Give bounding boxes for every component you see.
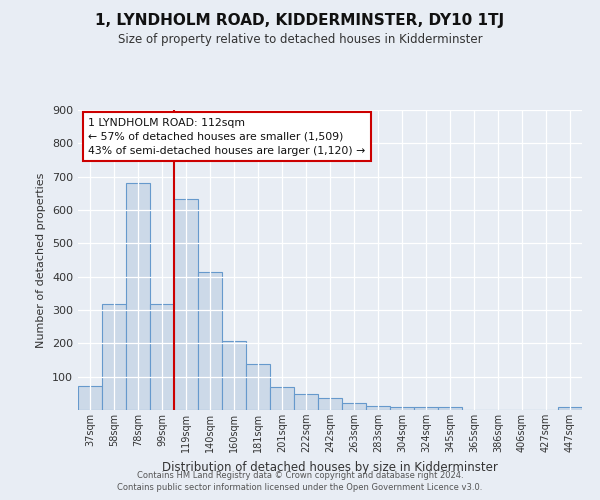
Bar <box>318 398 342 410</box>
Text: Contains public sector information licensed under the Open Government Licence v3: Contains public sector information licen… <box>118 484 482 492</box>
Bar <box>246 364 270 410</box>
Bar <box>270 386 294 410</box>
Bar <box>558 408 582 410</box>
Bar <box>150 304 174 410</box>
Bar <box>414 408 438 410</box>
Bar <box>222 340 246 410</box>
Bar <box>126 184 150 410</box>
Bar <box>294 394 318 410</box>
Bar <box>78 386 102 410</box>
Bar <box>342 402 366 410</box>
Text: 1, LYNDHOLM ROAD, KIDDERMINSTER, DY10 1TJ: 1, LYNDHOLM ROAD, KIDDERMINSTER, DY10 1T… <box>95 12 505 28</box>
Bar <box>390 406 414 410</box>
Text: Size of property relative to detached houses in Kidderminster: Size of property relative to detached ho… <box>118 32 482 46</box>
Bar <box>198 272 222 410</box>
Y-axis label: Number of detached properties: Number of detached properties <box>37 172 46 348</box>
Bar <box>366 406 390 410</box>
Text: Contains HM Land Registry data © Crown copyright and database right 2024.: Contains HM Land Registry data © Crown c… <box>137 471 463 480</box>
Bar <box>438 408 462 410</box>
X-axis label: Distribution of detached houses by size in Kidderminster: Distribution of detached houses by size … <box>162 460 498 473</box>
Bar <box>174 198 198 410</box>
Text: 1 LYNDHOLM ROAD: 112sqm
← 57% of detached houses are smaller (1,509)
43% of semi: 1 LYNDHOLM ROAD: 112sqm ← 57% of detache… <box>88 118 365 156</box>
Bar <box>102 304 126 410</box>
